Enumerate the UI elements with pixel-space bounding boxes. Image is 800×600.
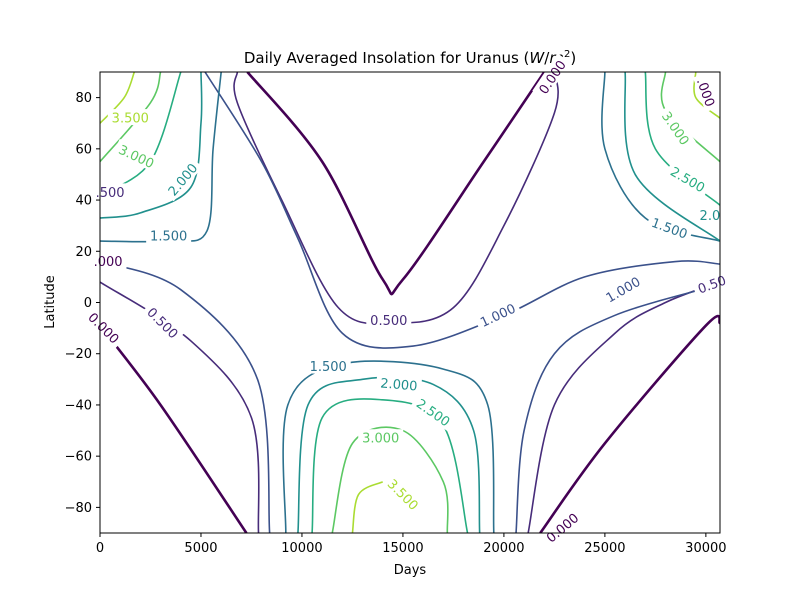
contour-line-1-000 [100, 260, 271, 533]
contour-label-bg [141, 300, 185, 344]
contour-line-2-500 [311, 398, 469, 533]
contour-label-bg [358, 429, 404, 446]
contour-label: 0.500 [141, 300, 185, 344]
y-axis-label: Latitude [43, 275, 58, 329]
contour-label: 0.50 [691, 269, 732, 298]
x-tick-label: 20000 [483, 541, 524, 556]
contour-label-bg [82, 305, 126, 349]
y-tick-label: 0 [84, 296, 92, 311]
y-tick-label: 20 [75, 245, 92, 260]
contour-label-bg [410, 392, 457, 432]
contour-label: 2.500 [664, 160, 712, 197]
contour-label-bg [599, 270, 647, 308]
contour-line-0-000 [246, 72, 546, 296]
contour-label: 3.000 [358, 429, 404, 447]
contour-label-text: 3.500 [112, 112, 149, 127]
contour-line-1-000 [515, 283, 720, 533]
contour-label: 1.000 [473, 297, 522, 332]
contour-line-1-500 [282, 360, 495, 533]
contour-label-text: 3.000 [362, 432, 399, 447]
contour-label-text: 1.500 [150, 229, 187, 244]
contour-label-text: 2.000 [380, 376, 418, 394]
contour-label: 0.500 [366, 311, 412, 329]
y-tick-label: 80 [75, 91, 92, 106]
contour-label-bg [146, 226, 192, 243]
contour-label-bg [305, 357, 351, 374]
contour-line-1-000 [204, 72, 720, 349]
y-tick-label: 60 [75, 142, 92, 157]
x-tick-label: 10000 [281, 541, 322, 556]
y-tick-label: −80 [65, 501, 92, 516]
contour-line-3-500 [100, 72, 136, 124]
contour-label: 2.500 [410, 392, 457, 432]
contour-label-bg [91, 183, 129, 200]
contour-label-bg [656, 104, 696, 151]
contour-label: 1.500 [146, 226, 192, 244]
contour-label-text: 2.0 [700, 209, 721, 224]
contour-label: 2.000 [375, 373, 423, 395]
contour-label-bg [382, 472, 426, 516]
x-tick-label: 30000 [685, 541, 726, 556]
contour-line-0-000 [539, 314, 720, 533]
x-tick-label: 25000 [584, 541, 625, 556]
contour-label: 0.000 [539, 506, 585, 548]
contour-label-text: .000 [693, 77, 717, 109]
contour-label-bg [691, 269, 732, 298]
contour-lines [100, 72, 720, 533]
x-tick-label: 5000 [184, 541, 217, 556]
contour-line-3-000 [100, 72, 162, 163]
contour-label: 0.000 [82, 305, 126, 349]
contour-label-bg [473, 297, 522, 332]
contour-label: 2.0 [695, 206, 725, 224]
contour-label: 3.000 [656, 104, 696, 151]
x-tick-label: 0 [96, 541, 104, 556]
contour-line-2-500 [100, 72, 182, 196]
contour-line-2-000 [623, 72, 720, 242]
contour-label-bg [664, 160, 712, 197]
chart-title: Daily Averaged Insolation for Uranus (W/… [244, 49, 576, 67]
x-tick-label: 15000 [382, 541, 423, 556]
contour-label-bg [375, 373, 423, 394]
contour-label-bg [645, 212, 694, 243]
contour-label-text: .500 [96, 186, 125, 201]
contour-line-0-500 [100, 281, 260, 533]
contour-label-text: 0.50 [696, 274, 728, 298]
contour-label-bg [161, 156, 203, 202]
contour-label-bg [366, 311, 412, 328]
contour-label-text: 0.500 [370, 314, 407, 329]
y-tick-label: −60 [65, 450, 92, 465]
x-axis-label: Days [394, 563, 427, 578]
contour-label: .500 [91, 183, 129, 201]
x-axis: 0 5000 10000 15000 20000 25000 30000 [96, 533, 727, 556]
contour-label: 3.500 [382, 472, 426, 516]
contour-label-bg [107, 109, 153, 126]
y-tick-label: −40 [65, 398, 92, 413]
contour-label: 1.500 [305, 357, 351, 375]
contour-label-text: .000 [94, 255, 123, 270]
contour-label: 1.000 [599, 270, 647, 308]
contour-line-3-500 [351, 481, 384, 533]
y-axis: −80 −60 −40 −20 0 20 40 60 80 [65, 91, 100, 516]
contour-label-text: 1.500 [310, 360, 347, 375]
y-tick-label: −20 [65, 347, 92, 362]
contour-label: 1.500 [645, 212, 694, 243]
y-tick-label: 40 [75, 194, 92, 209]
plot-frame [99, 71, 721, 534]
contour-line-0-000 [100, 324, 248, 533]
contour-label: .000 [89, 252, 127, 270]
contour-label-bg [89, 252, 127, 269]
contour-label: .000 [692, 72, 721, 113]
contour-label-bg [113, 138, 161, 173]
contour-line-2-000 [100, 72, 203, 219]
contour-line-0-500 [527, 281, 720, 533]
contour-label-bg [532, 53, 571, 100]
contour-label-bg [692, 72, 721, 113]
contour-label: 3.500 [107, 109, 153, 127]
contour-label-bg [539, 506, 585, 548]
contour-label-bg [695, 206, 725, 223]
contour-label: 3.000 [113, 138, 161, 173]
